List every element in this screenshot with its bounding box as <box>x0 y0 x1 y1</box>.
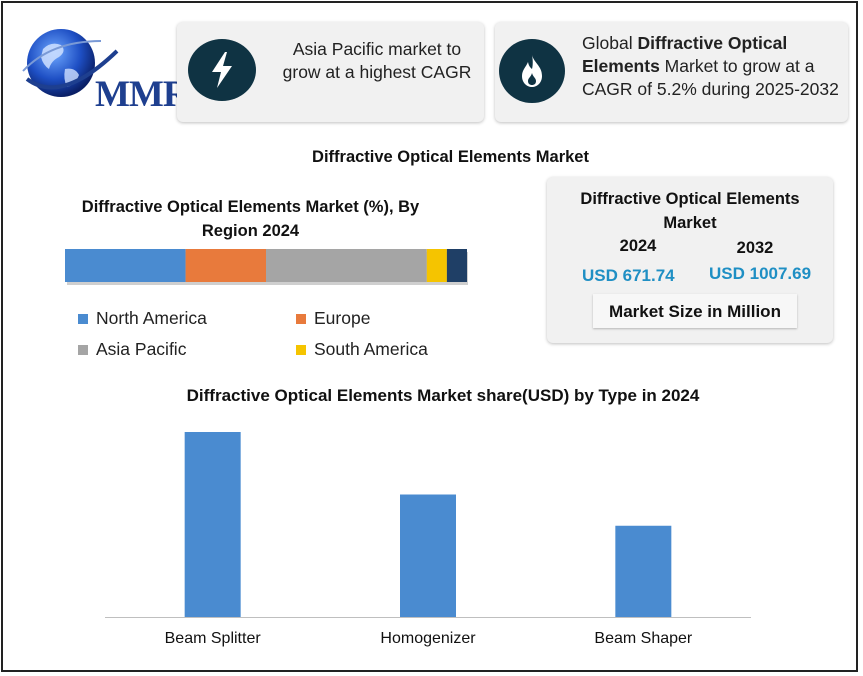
region-segment-asia-pacific <box>266 249 427 282</box>
cagr-text: Global Diffractive Optical Elements Mark… <box>582 32 844 101</box>
flame-icon <box>499 39 565 103</box>
market-size-note-box: Market Size in Million <box>593 294 797 328</box>
asia-pacific-swatch <box>78 344 88 355</box>
year-2032: 2032 <box>736 239 774 257</box>
market-size-title: Diffractive Optical Elements Market <box>580 190 800 232</box>
north-america-swatch <box>78 313 88 324</box>
logo-text: MMR <box>95 74 190 115</box>
bar-homogenizer <box>400 494 456 617</box>
cagr-card: Global Diffractive Optical Elements Mark… <box>495 22 848 122</box>
region-segment-south-america <box>426 249 447 282</box>
mmr-logo: MMR <box>21 21 190 115</box>
region-chart-title: Diffractive Optical Elements Market (%),… <box>81 198 420 240</box>
cagr-prefix: Global <box>582 33 638 53</box>
region-segment-other <box>446 249 467 282</box>
legend-south-america: South America <box>296 339 428 360</box>
globe-icon <box>22 29 119 97</box>
region-growth-text: Asia Pacific market to grow at a highest… <box>282 39 472 82</box>
legend-label: South America <box>314 339 428 359</box>
year-2024: 2024 <box>619 237 657 255</box>
type-bar-chart <box>105 432 751 618</box>
region-growth-card: Asia Pacific market to grow at a highest… <box>177 22 484 122</box>
tick-label-beam-splitter: Beam Splitter <box>164 630 261 647</box>
bar-beam-shaper <box>615 525 672 617</box>
legend-asia-pacific: Asia Pacific <box>78 339 186 360</box>
region-segment-north-america <box>65 249 186 282</box>
region-stacked-bar <box>65 249 468 285</box>
lightning-icon <box>188 39 256 101</box>
value-2024: USD 671.74 <box>582 266 675 285</box>
legend-europe: Europe <box>296 308 370 329</box>
bar-beam-splitter <box>184 432 241 617</box>
legend-north-america: North America <box>78 308 207 329</box>
legend-label: Europe <box>314 308 371 328</box>
europe-swatch <box>296 313 306 324</box>
tick-label-homogenizer: Homogenizer <box>380 630 476 647</box>
tick-label-beam-shaper: Beam Shaper <box>594 630 693 647</box>
main-title: Diffractive Optical Elements Market <box>312 148 589 166</box>
legend-label: Asia Pacific <box>96 339 187 359</box>
legend-label: North America <box>96 308 207 328</box>
market-size-note: Market Size in Million <box>609 302 781 321</box>
value-2032: USD 1007.69 <box>709 264 812 283</box>
cagr-highlight: Diffractive Optical Elements <box>582 33 788 76</box>
south-america-swatch <box>296 344 306 355</box>
region-segment-europe <box>185 249 266 282</box>
type-chart-title: Diffractive Optical Elements Market shar… <box>186 386 700 405</box>
market-size-card: Diffractive Optical Elements Market 2024… <box>547 177 833 343</box>
cagr-suffix: Market to grow at a CAGR of 5.2% during … <box>582 56 839 99</box>
